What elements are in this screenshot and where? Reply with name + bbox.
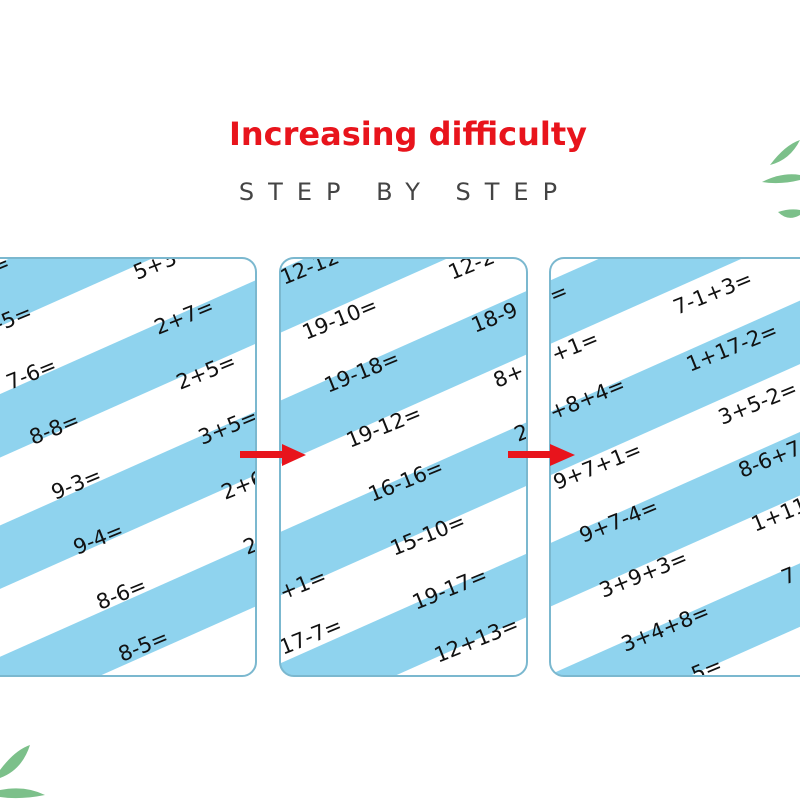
subtitle: STEP BY STEP	[239, 178, 571, 206]
card-content: =+1=+8+4=9+7+1=9+7-4=3+9+3=3+4+8=5=7-1+3…	[550, 258, 800, 676]
card-border	[279, 257, 528, 677]
arrow	[508, 444, 575, 466]
cards: =-5=7-6=8-8=9-3=9-4=8-6=8-5=5+3=2+7=2+5=…	[0, 257, 800, 677]
card: =+1=+8+4=9+7+1=9+7-4=3+9+3=3+4+8=5=7-1+3…	[549, 257, 800, 677]
leaf-top-right	[762, 140, 800, 218]
card-content: 12-12=19-10=19-18=19-12=16-16=15-10=19-1…	[280, 258, 527, 676]
card: =-5=7-6=8-8=9-3=9-4=8-6=8-5=5+3=2+7=2+5=…	[0, 257, 257, 677]
leaf-bottom-left	[0, 745, 45, 799]
stripes	[280, 258, 527, 676]
card-border	[549, 257, 800, 677]
card-content: =-5=7-6=8-8=9-3=9-4=8-6=8-5=5+3=2+7=2+5=…	[0, 258, 256, 676]
arrow	[240, 444, 306, 466]
stripes	[550, 258, 800, 676]
card-border	[0, 257, 257, 677]
card: 12-12=19-10=19-18=19-12=16-16=15-10=19-1…	[279, 257, 528, 677]
title: Increasing difficulty	[229, 115, 587, 153]
stripes	[0, 258, 256, 676]
